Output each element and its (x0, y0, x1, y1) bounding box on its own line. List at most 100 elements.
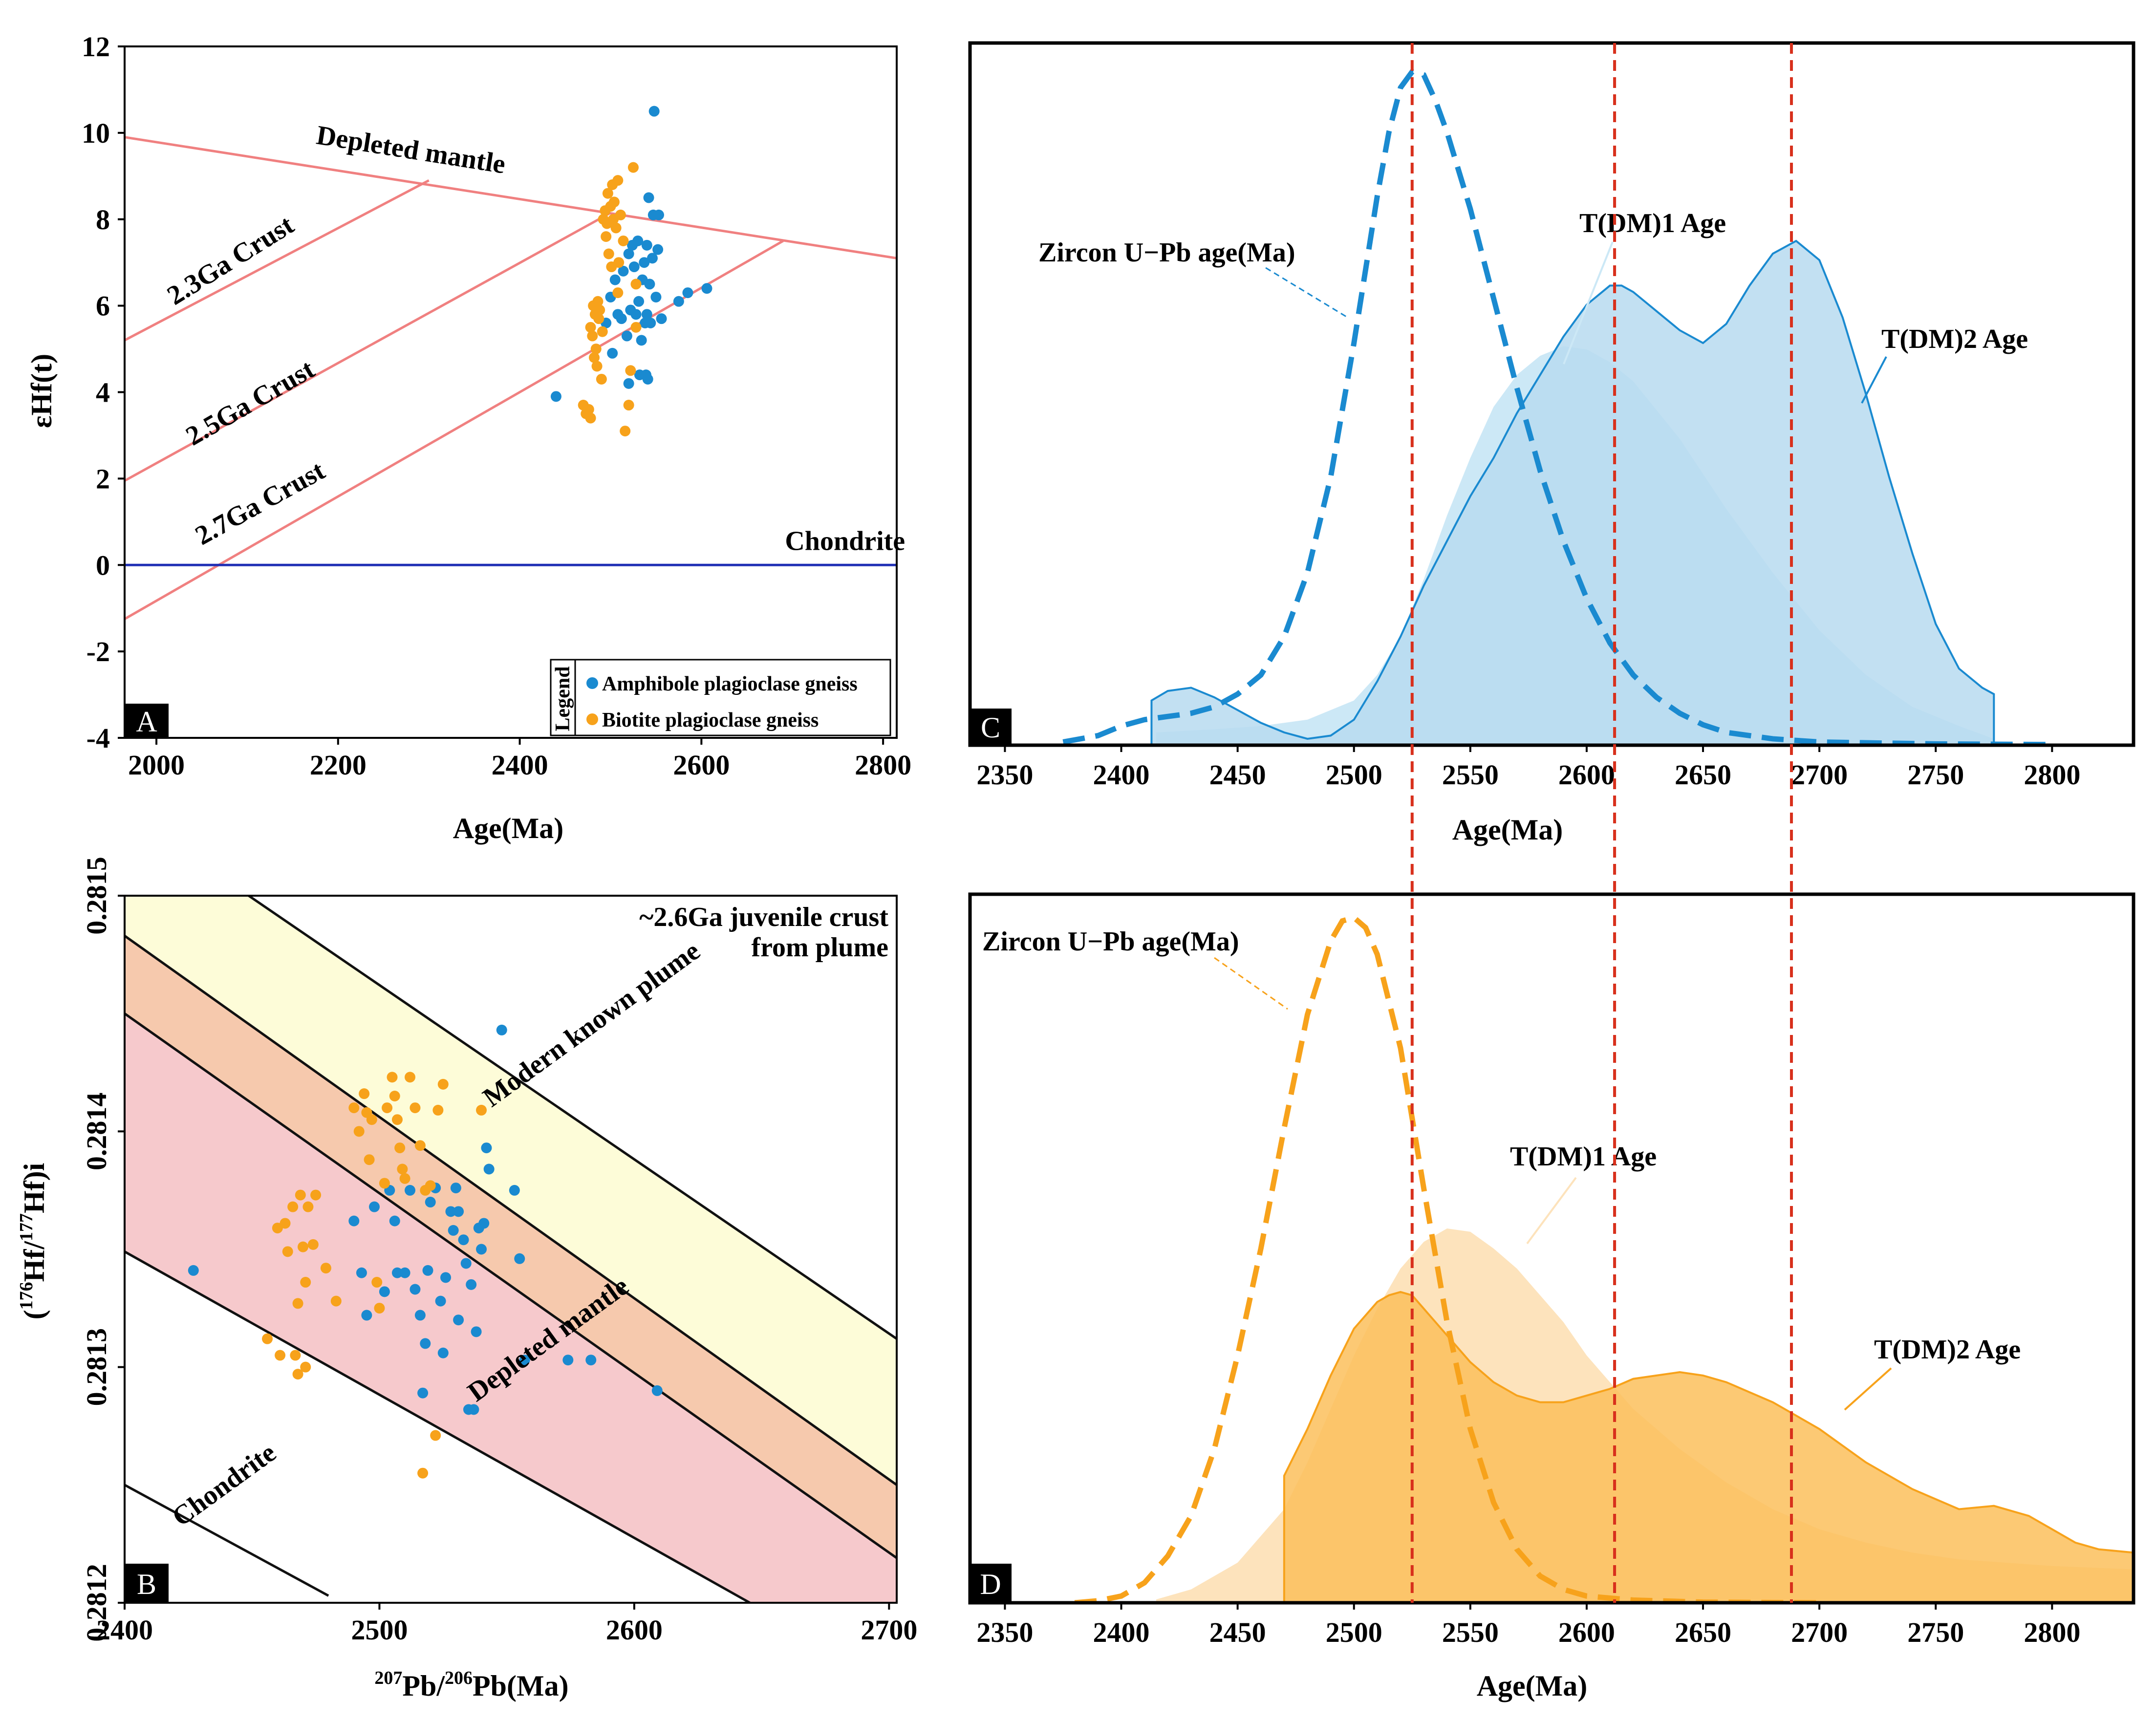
point-biotite (612, 287, 624, 299)
x-tick-label: 2400 (96, 1614, 153, 1646)
point-biotite (417, 1467, 429, 1479)
point-biotite (295, 1189, 306, 1201)
point-biotite (608, 196, 620, 208)
point-amphibole (471, 1326, 482, 1337)
point-amphibole (645, 318, 656, 328)
density-curves (1074, 914, 2134, 1603)
point-biotite (603, 248, 614, 259)
point-amphibole (460, 1258, 472, 1269)
point-amphibole (616, 313, 627, 324)
point-amphibole (550, 391, 561, 402)
point-biotite (583, 404, 594, 415)
x-tick-label: 2400 (1093, 1616, 1150, 1648)
xlabel-tail: Pb(Ma) (473, 1670, 569, 1702)
y-tick-label: 2 (96, 463, 110, 495)
point-amphibole (405, 1184, 416, 1196)
boundary-line (125, 1250, 753, 1603)
label-zircon-age: Zircon U−Pb age(Ma) (1038, 237, 1295, 268)
point-amphibole (651, 1385, 663, 1396)
reference-lines (125, 136, 897, 620)
y-tick-label: -2 (86, 636, 110, 667)
area-t-dm-2-age (1150, 239, 1995, 745)
x-tick-label: 2550 (1442, 1616, 1499, 1648)
legend-label-biotite: Biotite plagioclase gneiss (602, 709, 819, 732)
axes: 2400 2500 2600 2700 0.2812 0.2813 0.2814 0.2815 (81, 857, 917, 1646)
point-amphibole (630, 309, 642, 320)
scatter-points (550, 106, 712, 437)
point-amphibole (188, 1265, 199, 1276)
ref-line-2-5ga-crust (125, 212, 611, 482)
point-amphibole (514, 1253, 525, 1264)
label-tdm2: T(DM)2 Age (1881, 324, 2028, 354)
curve-labels: Zircon U−Pb age(Ma) T(DM)1 Age T(DM)2 Ag… (1038, 208, 2028, 404)
point-amphibole (640, 369, 651, 381)
x-tick-label: 2800 (855, 749, 911, 781)
point-amphibole (682, 287, 693, 299)
ylabel-sup-177: 177 (16, 1213, 37, 1241)
point-amphibole (437, 1347, 449, 1358)
ref-line-depleted-mantle (125, 136, 897, 259)
point-amphibole (673, 296, 684, 307)
point-amphibole (609, 274, 621, 285)
point-biotite (300, 1361, 311, 1373)
dashed-curve-zircon-age (1062, 68, 2052, 745)
xlabel-mid: Pb/ (402, 1670, 445, 1702)
region-label-chondrite: Chondrite (167, 1438, 281, 1533)
axes: 2350 2400 2450 2500 2550 2600 2650 2700 2750 2800 (968, 41, 2135, 791)
point-amphibole (391, 1267, 403, 1278)
age-reference-lines (1410, 43, 1793, 1603)
point-amphibole (628, 261, 640, 273)
leader-tdm1 (1526, 1177, 1577, 1245)
ylabel-open: ( (18, 1310, 50, 1319)
point-biotite (612, 175, 624, 186)
panel-letter: A (136, 706, 157, 738)
point-amphibole (483, 1163, 495, 1175)
point-biotite (587, 330, 598, 342)
x-tick-label: 2600 (673, 749, 730, 781)
area-t-dm-2-age (1283, 1291, 2134, 1603)
x-tick-label: 2600 (606, 1614, 663, 1646)
point-amphibole (348, 1215, 360, 1227)
point-biotite (589, 352, 600, 363)
plot-frame (968, 892, 2135, 1605)
x-tick-label: 2700 (1791, 1616, 1848, 1648)
point-biotite (625, 365, 636, 376)
point-amphibole (585, 1355, 597, 1366)
point-biotite (307, 1239, 319, 1250)
point-amphibole (509, 1184, 520, 1196)
point-biotite (597, 326, 608, 337)
point-biotite (399, 1173, 410, 1184)
point-biotite (348, 1102, 360, 1114)
panel-letter: B (137, 1568, 156, 1600)
point-biotite (627, 162, 639, 173)
x-tick-label: 2450 (1209, 759, 1266, 791)
ylabel-sup-176: 176 (16, 1282, 37, 1310)
leader-zircon (1214, 957, 1288, 1010)
y-tick-label: 6 (96, 290, 110, 322)
point-amphibole (389, 1215, 400, 1227)
panel-letter: C (981, 711, 1000, 744)
leader-zircon (1265, 267, 1347, 318)
point-biotite (593, 313, 604, 324)
boundary-line (125, 934, 897, 1486)
point-amphibole (644, 279, 655, 290)
legend-title: Legend (552, 666, 574, 731)
point-biotite (371, 1277, 383, 1288)
point-biotite (590, 344, 602, 355)
leader-tdm2 (1844, 1367, 1892, 1411)
point-amphibole (445, 1206, 456, 1217)
point-biotite (620, 426, 631, 437)
x-axis-label: Age(Ma) (1477, 1670, 1588, 1702)
x-tick-label: 2800 (2024, 1616, 2080, 1648)
point-amphibole (647, 253, 658, 264)
x-tick-label: 2000 (128, 749, 185, 781)
point-amphibole (420, 1338, 431, 1349)
point-amphibole (519, 1355, 530, 1366)
point-biotite (300, 1277, 311, 1288)
point-biotite (275, 1350, 286, 1361)
y-tick-label: 0.2815 (81, 857, 112, 935)
y-tick-label: 10 (82, 117, 110, 149)
point-biotite (302, 1201, 314, 1212)
